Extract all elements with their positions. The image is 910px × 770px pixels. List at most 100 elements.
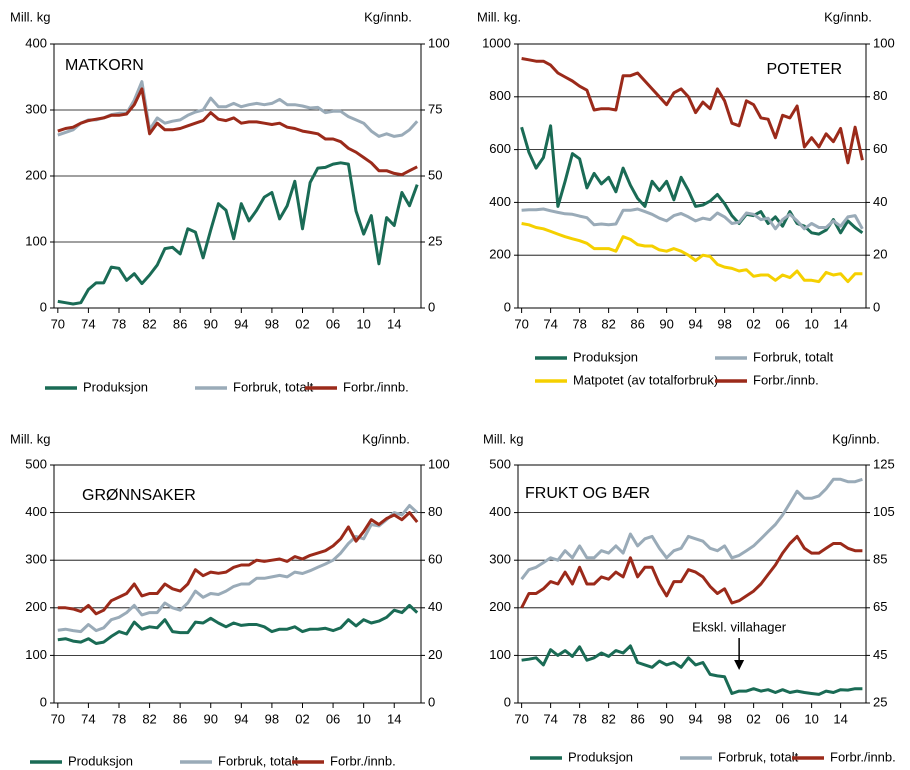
x-tick-label: 14 bbox=[387, 316, 401, 331]
chart-title: GRØNNSAKER bbox=[82, 487, 196, 504]
legend-label: Forbruk, totalt bbox=[718, 749, 799, 764]
x-tick-label: 82 bbox=[601, 316, 615, 331]
x-tick-label: 02 bbox=[295, 316, 309, 331]
annotation: Ekskl. villahager bbox=[692, 619, 787, 634]
y-tick-label: 1000 bbox=[482, 35, 511, 50]
x-tick-label: 90 bbox=[204, 711, 218, 726]
y2-tick-label: 60 bbox=[428, 552, 442, 567]
y-tick-label: 300 bbox=[25, 552, 47, 567]
x-tick-label: 02 bbox=[746, 316, 760, 331]
y2-tick-label: 45 bbox=[873, 647, 887, 662]
x-tick-label: 14 bbox=[833, 316, 847, 331]
x-tick-label: 90 bbox=[659, 711, 673, 726]
y-tick-label: 300 bbox=[489, 552, 511, 567]
x-tick-label: 86 bbox=[173, 316, 187, 331]
y2-tick-label: 65 bbox=[873, 599, 887, 614]
y-tick-label: 500 bbox=[489, 456, 511, 471]
y2-tick-label: 40 bbox=[428, 599, 442, 614]
plot-frame bbox=[517, 43, 867, 309]
y-tick-label: 100 bbox=[25, 647, 47, 662]
series-line bbox=[521, 57, 864, 165]
x-tick-label: 82 bbox=[142, 316, 156, 331]
x-tick-label: 06 bbox=[775, 711, 789, 726]
y-tick-label: 500 bbox=[25, 456, 47, 471]
x-tick-label: 02 bbox=[295, 711, 309, 726]
y-axis-label: Mill. kg bbox=[10, 9, 50, 24]
x-tick-label: 74 bbox=[543, 316, 557, 331]
y-tick-label: 300 bbox=[25, 101, 47, 116]
chart-title: MATKORN bbox=[65, 57, 144, 74]
x-tick-label: 98 bbox=[717, 711, 731, 726]
y-tick-label: 400 bbox=[489, 194, 511, 209]
y2-axis-label: Kg/innb. bbox=[824, 9, 872, 24]
legend-label: Produksjon bbox=[83, 379, 148, 394]
y-axis-label: Mill. kg bbox=[483, 431, 523, 446]
y2-tick-label: 40 bbox=[873, 194, 887, 209]
x-tick-label: 74 bbox=[81, 316, 95, 331]
legend-label: Forbr./innb. bbox=[330, 753, 396, 768]
legend-label: Forbruk, totalt bbox=[753, 349, 834, 364]
y2-tick-label: 125 bbox=[873, 456, 895, 471]
x-tick-label: 78 bbox=[572, 316, 586, 331]
legend-label: Produksjon bbox=[68, 753, 133, 768]
x-tick-label: 02 bbox=[746, 711, 760, 726]
y-tick-label: 100 bbox=[489, 647, 511, 662]
legend-label: Forbruk, totalt bbox=[233, 379, 314, 394]
y-axis-label: Mill. kg. bbox=[477, 9, 521, 24]
y2-tick-label: 100 bbox=[873, 35, 895, 50]
y2-tick-label: 50 bbox=[428, 167, 442, 182]
y2-tick-label: 80 bbox=[873, 88, 887, 103]
plot-frame bbox=[53, 43, 422, 309]
y-tick-label: 800 bbox=[489, 88, 511, 103]
x-tick-label: 94 bbox=[234, 316, 248, 331]
y2-tick-label: 0 bbox=[873, 299, 880, 314]
legend-label: Produksjon bbox=[573, 349, 638, 364]
y2-tick-label: 0 bbox=[428, 299, 435, 314]
y-tick-label: 0 bbox=[40, 694, 47, 709]
plot-frame bbox=[517, 464, 867, 704]
x-tick-label: 98 bbox=[717, 316, 731, 331]
legend-label: Forbr./innb. bbox=[343, 379, 409, 394]
y2-tick-label: 0 bbox=[428, 694, 435, 709]
y-tick-label: 600 bbox=[489, 141, 511, 156]
y-tick-label: 200 bbox=[489, 247, 511, 262]
x-tick-label: 06 bbox=[326, 711, 340, 726]
x-tick-label: 78 bbox=[112, 316, 126, 331]
x-tick-label: 10 bbox=[356, 711, 370, 726]
y-tick-label: 0 bbox=[504, 299, 511, 314]
x-tick-label: 06 bbox=[775, 316, 789, 331]
y2-tick-label: 60 bbox=[873, 141, 887, 156]
y2-tick-label: 105 bbox=[873, 504, 895, 519]
y2-tick-label: 25 bbox=[428, 233, 442, 248]
y2-tick-label: 85 bbox=[873, 552, 887, 567]
legend-label: Forbr./innb. bbox=[830, 749, 896, 764]
x-tick-label: 70 bbox=[51, 711, 65, 726]
series-line bbox=[57, 603, 419, 645]
x-tick-label: 70 bbox=[514, 316, 528, 331]
y-axis-label: Mill. kg bbox=[10, 431, 50, 446]
x-tick-label: 94 bbox=[234, 711, 248, 726]
x-tick-label: 82 bbox=[601, 711, 615, 726]
series-line bbox=[57, 87, 418, 177]
y2-axis-label: Kg/innb. bbox=[362, 431, 410, 446]
y2-tick-label: 100 bbox=[428, 35, 450, 50]
y-tick-label: 100 bbox=[25, 233, 47, 248]
x-tick-label: 14 bbox=[387, 711, 401, 726]
x-tick-label: 70 bbox=[514, 711, 528, 726]
series-line bbox=[521, 222, 863, 284]
series-line bbox=[57, 161, 419, 306]
legend-label: Produksjon bbox=[568, 749, 633, 764]
x-tick-label: 90 bbox=[204, 316, 218, 331]
x-tick-label: 86 bbox=[630, 316, 644, 331]
legend-label: Forbruk, totalt bbox=[218, 753, 299, 768]
legend-label: Forbr./innb. bbox=[753, 372, 819, 387]
x-tick-label: 94 bbox=[688, 711, 702, 726]
legend-label: Matpotet (av totalforbruk) bbox=[573, 372, 718, 387]
x-tick-label: 78 bbox=[112, 711, 126, 726]
x-tick-label: 74 bbox=[543, 711, 557, 726]
x-tick-label: 82 bbox=[142, 711, 156, 726]
y2-axis-label: Kg/innb. bbox=[364, 9, 412, 24]
series-line bbox=[521, 207, 864, 231]
x-tick-label: 10 bbox=[804, 711, 818, 726]
